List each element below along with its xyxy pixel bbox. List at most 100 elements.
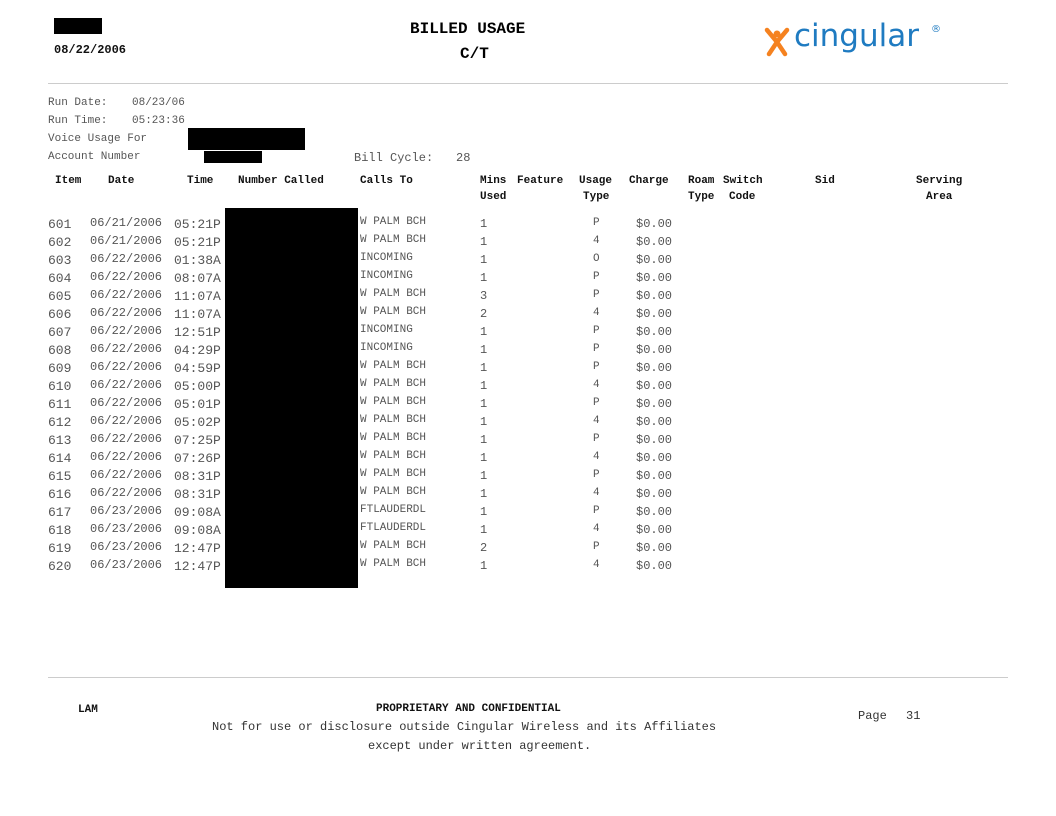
- row-date: 06/22/2006: [90, 360, 163, 374]
- row-charge: $0.00: [636, 289, 673, 303]
- row-mins: 1: [480, 433, 488, 447]
- row-date: 06/22/2006: [90, 378, 163, 392]
- row-item: 603: [48, 253, 72, 268]
- row-usage-type: P: [593, 343, 600, 355]
- row-calls-to: W PALM BCH: [360, 288, 427, 300]
- row-charge: $0.00: [636, 253, 673, 267]
- row-mins: 1: [480, 505, 488, 519]
- row-calls-to: INCOMING: [360, 342, 413, 354]
- row-charge: $0.00: [636, 541, 673, 555]
- run-date-label: Run Date:: [48, 97, 108, 109]
- row-charge: $0.00: [636, 235, 673, 249]
- row-time: 07:26P: [174, 451, 221, 466]
- page-title: BILLED USAGE: [410, 20, 526, 38]
- row-charge: $0.00: [636, 379, 673, 393]
- report-date: 08/22/2006: [54, 43, 127, 57]
- row-item: 611: [48, 397, 72, 412]
- row-item: 616: [48, 487, 72, 502]
- row-time: 09:08A: [174, 523, 221, 538]
- col-mins-used: Used: [480, 191, 507, 203]
- row-time: 05:02P: [174, 415, 221, 430]
- row-charge: $0.00: [636, 361, 673, 375]
- row-usage-type: P: [593, 271, 600, 283]
- row-charge: $0.00: [636, 523, 673, 537]
- row-usage-type: 4: [593, 487, 600, 499]
- row-mins: 1: [480, 487, 488, 501]
- row-calls-to: W PALM BCH: [360, 450, 427, 462]
- row-usage-type: 4: [593, 559, 600, 571]
- redacted-block: [54, 18, 102, 34]
- row-calls-to: W PALM BCH: [360, 378, 427, 390]
- row-date: 06/22/2006: [90, 486, 163, 500]
- row-charge: $0.00: [636, 469, 673, 483]
- row-time: 05:21P: [174, 217, 221, 232]
- footer-heading: PROPRIETARY AND CONFIDENTIAL: [376, 703, 561, 715]
- row-item: 620: [48, 559, 72, 574]
- row-time: 08:31P: [174, 487, 221, 502]
- row-time: 08:31P: [174, 469, 221, 484]
- header-divider: [48, 83, 1008, 84]
- col-usage: Usage: [579, 175, 613, 187]
- col-feature: Feature: [517, 175, 564, 187]
- row-calls-to: W PALM BCH: [360, 432, 427, 444]
- row-usage-type: 4: [593, 451, 600, 463]
- footer-line-1: Not for use or disclosure outside Cingul…: [212, 720, 717, 734]
- row-date: 06/22/2006: [90, 324, 163, 338]
- row-charge: $0.00: [636, 505, 673, 519]
- run-time-label: Run Time:: [48, 115, 108, 127]
- row-date: 06/22/2006: [90, 288, 163, 302]
- row-item: 605: [48, 289, 72, 304]
- row-usage-type: P: [593, 505, 600, 517]
- row-date: 06/23/2006: [90, 540, 163, 554]
- row-item: 617: [48, 505, 72, 520]
- voice-usage-label: Voice Usage For: [48, 133, 148, 145]
- row-mins: 1: [480, 253, 488, 267]
- row-charge: $0.00: [636, 487, 673, 501]
- row-item: 618: [48, 523, 72, 538]
- row-usage-type: P: [593, 469, 600, 481]
- row-calls-to: W PALM BCH: [360, 360, 427, 372]
- row-date: 06/23/2006: [90, 558, 163, 572]
- row-item: 612: [48, 415, 72, 430]
- page-number: 31: [906, 709, 921, 723]
- row-date: 06/22/2006: [90, 270, 163, 284]
- row-charge: $0.00: [636, 415, 673, 429]
- row-time: 12:51P: [174, 325, 221, 340]
- row-time: 11:07A: [174, 307, 221, 322]
- col-number-called: Number Called: [238, 175, 324, 187]
- row-usage-type: P: [593, 397, 600, 409]
- col-roam: Roam: [688, 175, 715, 187]
- row-usage-type: O: [593, 253, 600, 265]
- row-item: 607: [48, 325, 72, 340]
- row-charge: $0.00: [636, 397, 673, 411]
- row-date: 06/23/2006: [90, 504, 163, 518]
- row-mins: 2: [480, 307, 488, 321]
- row-date: 06/22/2006: [90, 414, 163, 428]
- redacted-account: [204, 151, 262, 163]
- row-item: 602: [48, 235, 72, 250]
- col-switch-code: Code: [729, 191, 756, 203]
- col-usage-type: Type: [583, 191, 610, 203]
- row-charge: $0.00: [636, 559, 673, 573]
- row-time: 12:47P: [174, 559, 221, 574]
- row-calls-to: W PALM BCH: [360, 234, 427, 246]
- row-mins: 1: [480, 361, 488, 375]
- redacted-number-called-column: [225, 208, 358, 588]
- row-calls-to: W PALM BCH: [360, 396, 427, 408]
- col-sid: Sid: [815, 175, 835, 187]
- row-charge: $0.00: [636, 271, 673, 285]
- row-usage-type: P: [593, 289, 600, 301]
- col-serving: Serving: [916, 175, 963, 187]
- row-usage-type: 4: [593, 307, 600, 319]
- footer-code: LAM: [78, 704, 98, 716]
- row-mins: 2: [480, 541, 488, 555]
- row-mins: 1: [480, 217, 488, 231]
- col-serving-area: Area: [926, 191, 953, 203]
- page-label: Page: [858, 709, 887, 723]
- row-calls-to: W PALM BCH: [360, 306, 427, 318]
- col-calls-to: Calls To: [360, 175, 413, 187]
- row-usage-type: P: [593, 433, 600, 445]
- row-time: 04:29P: [174, 343, 221, 358]
- row-mins: 1: [480, 451, 488, 465]
